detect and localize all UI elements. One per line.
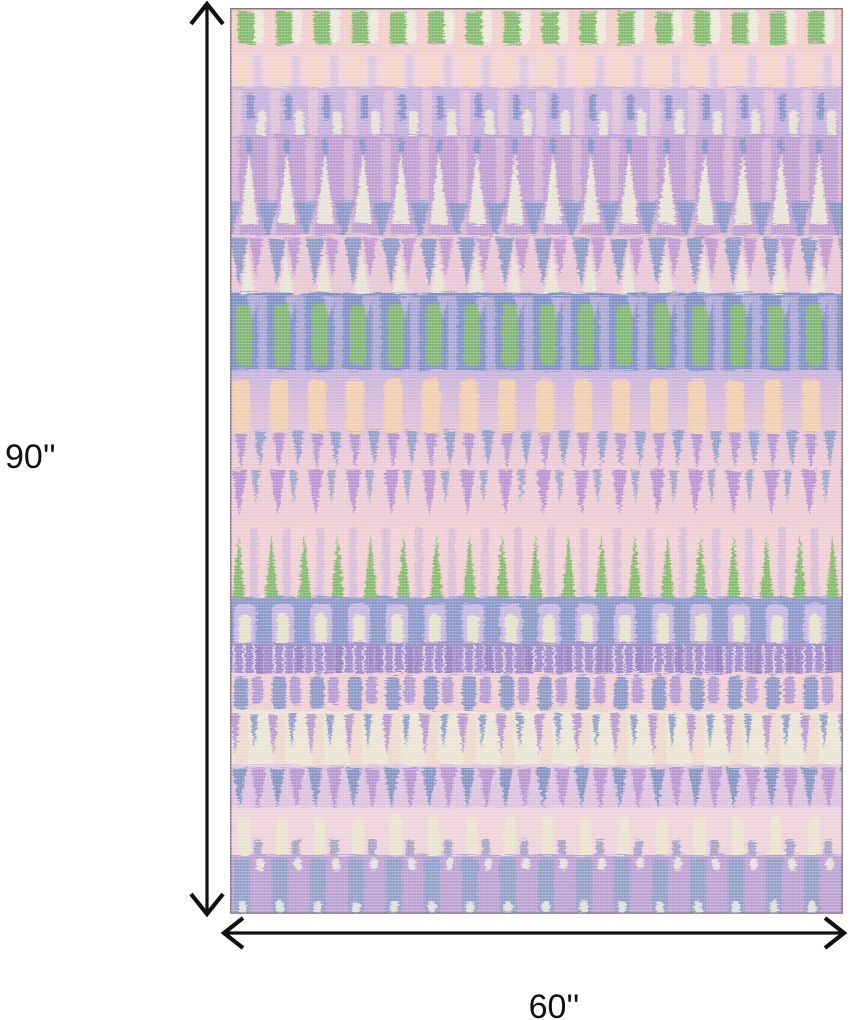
rug-pattern xyxy=(230,8,843,914)
rug-image xyxy=(230,8,843,914)
width-dimension-label: 60'' xyxy=(528,988,580,1020)
vertical-dimension-arrow xyxy=(189,0,225,918)
height-dimension-label: 90'' xyxy=(5,438,56,476)
horizontal-dimension-arrow xyxy=(220,916,848,950)
